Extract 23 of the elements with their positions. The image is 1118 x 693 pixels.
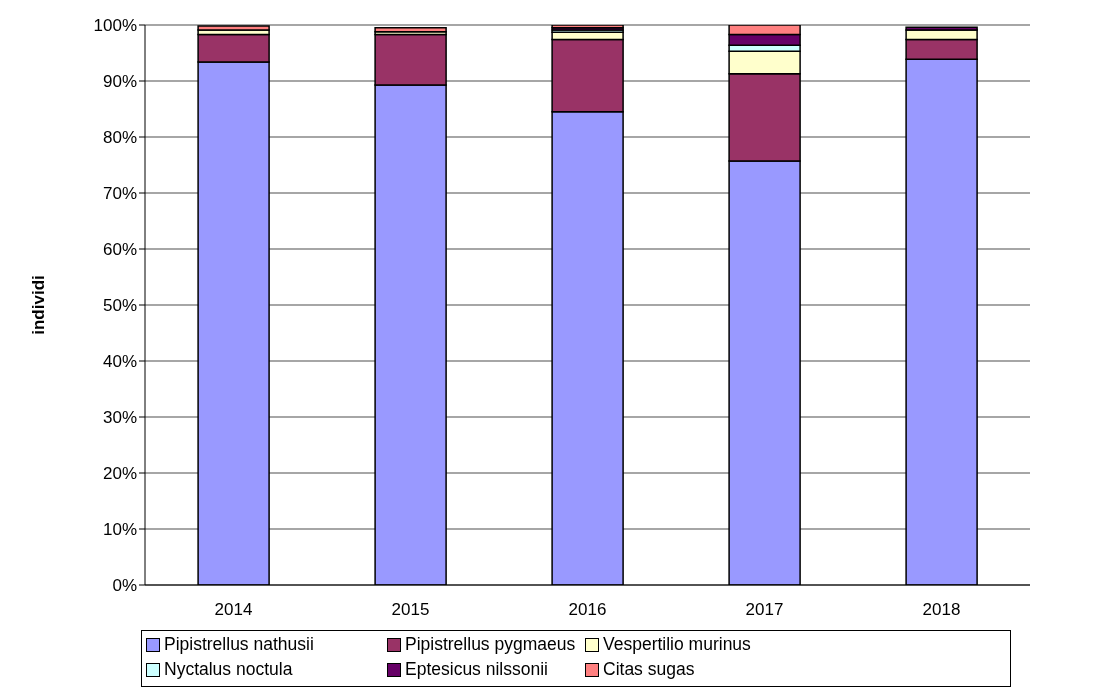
y-tick-label: 40% — [102, 352, 137, 372]
y-tick-label: 60% — [102, 240, 137, 260]
y-tick-label: 80% — [102, 128, 137, 148]
y-tick-label: 0% — [112, 576, 137, 596]
legend-label: Nyctalus noctula — [164, 659, 293, 680]
y-tick-label: 50% — [102, 296, 137, 316]
y-axis-title: individi — [29, 275, 49, 335]
y-tick-label: 90% — [102, 72, 137, 92]
x-tick-label: 2014 — [214, 600, 253, 620]
y-tick-label: 10% — [102, 520, 137, 540]
x-tick-label: 2018 — [922, 600, 961, 620]
legend-label: Pipistrellus nathusii — [164, 634, 314, 655]
x-tick-label: 2017 — [745, 600, 784, 620]
y-tick-label: 100% — [93, 16, 137, 36]
legend-label: Vespertilio murinus — [603, 634, 751, 655]
legend-label: Pipistrellus pygmaeus — [405, 634, 576, 655]
x-tick-label: 2015 — [391, 600, 430, 620]
y-tick-label: 30% — [102, 408, 137, 428]
y-tick-label: 20% — [102, 464, 137, 484]
x-tick-label: 2016 — [568, 600, 607, 620]
legend-label: Citas sugas — [603, 659, 695, 680]
legend-label: Eptesicus nilssonii — [405, 659, 548, 680]
y-tick-label: 70% — [102, 184, 137, 204]
